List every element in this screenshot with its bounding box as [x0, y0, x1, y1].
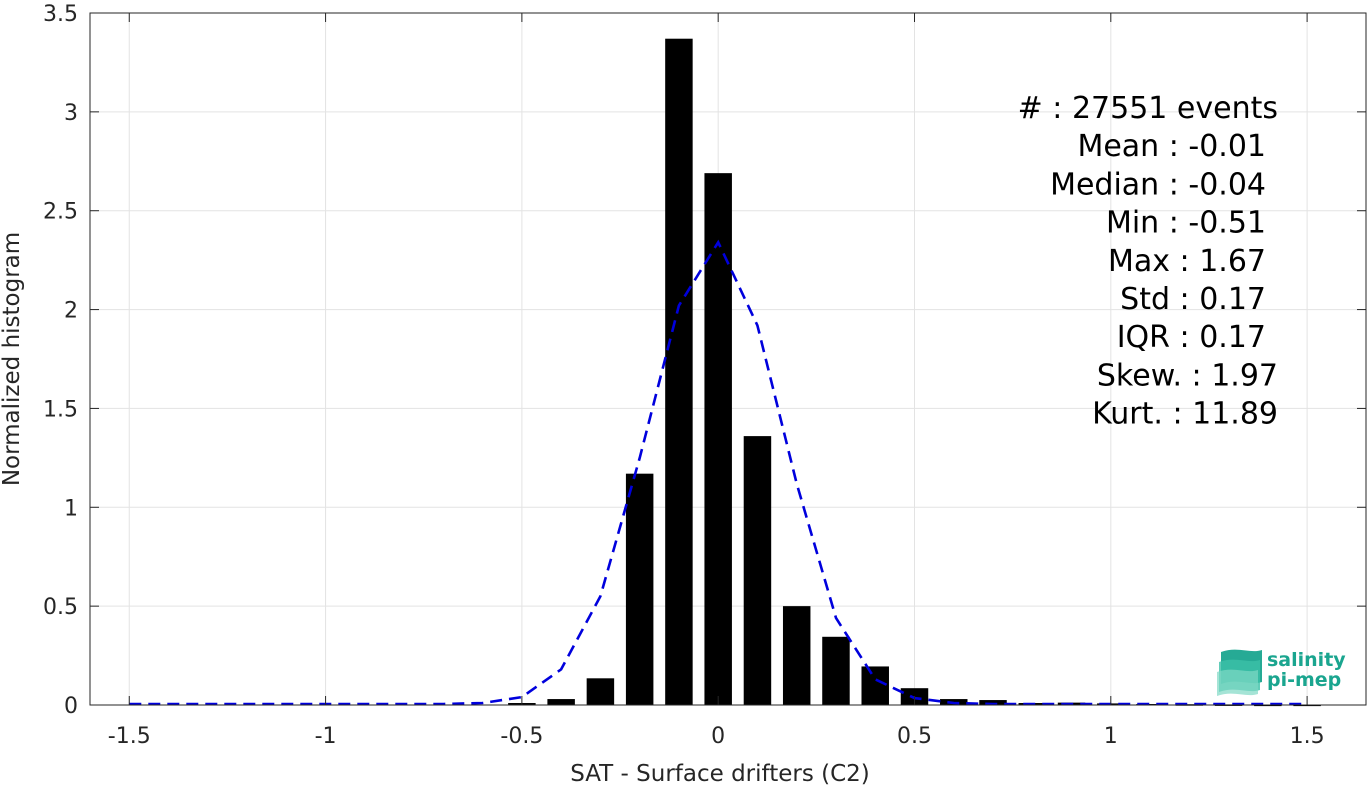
x-tick-label: 1	[1104, 724, 1118, 749]
statistic-line: # : 27551 events	[1018, 91, 1278, 126]
x-tick-labels: -1.5 -1 -0.5 0 0.5 1 1.5	[108, 724, 1325, 749]
y-tick-label: 2	[64, 299, 78, 324]
histogram-bar	[625, 473, 654, 705]
statistic-line: Mean : -0.01	[1077, 129, 1266, 164]
histogram-bar	[782, 606, 811, 705]
y-tick-label: 0	[64, 694, 78, 719]
logo-text-salinity: salinity	[1267, 649, 1346, 671]
statistic-line: Median : -0.04	[1050, 167, 1266, 202]
x-tick-label: 0	[711, 724, 725, 749]
plot-frame	[89, 12, 1367, 706]
statistic-line: Kurt. : 11.89	[1092, 397, 1278, 432]
y-tick-label: 3.5	[43, 2, 78, 27]
logo-text-pi-mep: pi-mep	[1267, 669, 1341, 691]
x-tick-label: -0.5	[500, 724, 543, 749]
histogram-bar	[547, 699, 575, 705]
histogram-bar	[586, 678, 615, 705]
salinity-pi-mep-logo: salinity pi-mep	[1217, 649, 1346, 696]
statistic-line: Max : 1.67	[1108, 244, 1266, 279]
y-tick-label: 0.5	[43, 595, 78, 620]
x-tick-label: 0.5	[897, 724, 932, 749]
histogram-bar	[704, 173, 732, 706]
x-tick-label: 1.5	[1290, 724, 1325, 749]
statistic-line: Skew. : 1.97	[1097, 358, 1278, 393]
histogram-bar	[822, 636, 850, 705]
histogram-bar	[743, 436, 772, 705]
x-tick-label: -1	[315, 724, 337, 749]
histogram-bars	[508, 38, 1321, 707]
axis-ticks	[90, 12, 1366, 706]
statistic-line: Std : 0.17	[1120, 282, 1266, 317]
statistic-line: IQR : 0.17	[1117, 320, 1266, 355]
y-tick-label: 2.5	[43, 200, 78, 225]
x-axis-title: SAT - Surface drifters (C2)	[570, 761, 870, 785]
y-tick-label: 3	[64, 101, 78, 126]
y-tick-labels: 0 0.5 1 1.5 2 2.5 3 3.5	[43, 2, 78, 719]
logo-waves-icon	[1217, 649, 1262, 696]
histogram-bar	[861, 666, 889, 705]
y-tick-label: 1.5	[43, 397, 78, 422]
statistic-line: Min : -0.51	[1106, 206, 1266, 241]
histogram-bar	[979, 700, 1007, 705]
y-axis-title: Normalized histogram	[0, 232, 25, 486]
y-tick-label: 1	[64, 496, 78, 521]
x-tick-label: -1.5	[108, 724, 151, 749]
histogram-bar	[665, 38, 693, 705]
